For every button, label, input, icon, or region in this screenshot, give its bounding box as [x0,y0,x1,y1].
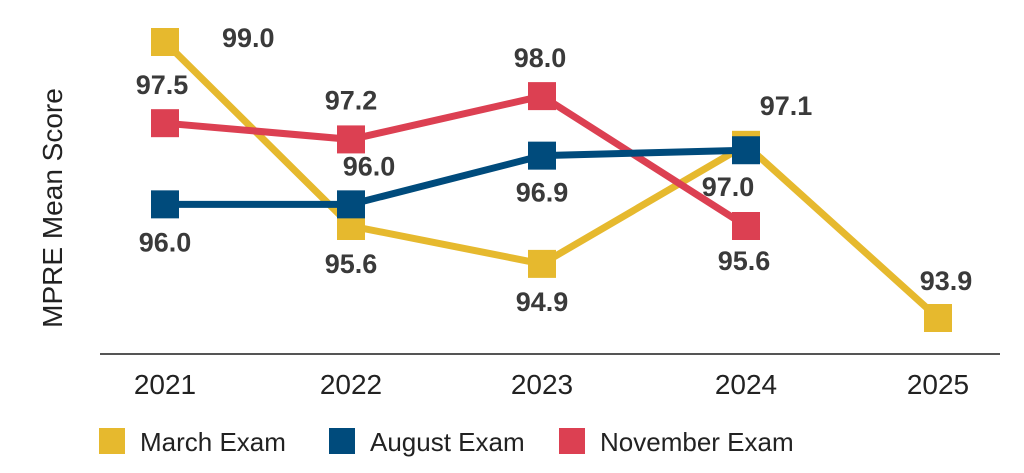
x-tick-label-2024: 2024 [715,369,777,400]
x-tick-label-2023: 2023 [511,369,573,400]
data-labels: 99.0 95.6 94.9 97.1 93.9 96.0 96.0 96.9 97.0 97.5… [136,23,973,317]
august-exam-legend-swatch [329,428,355,454]
august-exam-line [165,146,747,208]
legend: March Exam August Exam November Exam [99,427,794,457]
march-exam-marker-2021 [151,28,179,56]
march-exam-marker-2023 [528,249,556,278]
november-exam-marker-2022 [337,125,365,154]
november-exam-data-label-2023: 98.0 [514,43,567,73]
august-exam-data-label-2021: 96.0 [139,227,192,257]
march-exam-data-label-2021: 99.0 [222,23,275,53]
x-tick-label-2021: 2021 [134,369,196,400]
november-exam-marker-2021 [151,109,179,138]
november-exam-data-label-2022: 97.2 [325,85,378,115]
x-tick-label-2022: 2022 [320,369,382,400]
august-exam-data-label-2023: 96.9 [516,178,569,208]
november-exam-marker-2023 [528,82,556,111]
march-exam-marker-2025 [924,304,952,332]
x-tick-label-2025: 2025 [907,369,969,400]
november-exam-data-label-2021: 97.5 [136,70,189,100]
y-axis-title: MPRE Mean Score [37,88,68,328]
august-exam-marker-2021 [151,190,179,219]
november-exam-marker-2024 [732,212,760,240]
march-exam-data-label-2024: 97.1 [760,91,813,121]
x-axis-ticks: 2021 2022 2023 2024 2025 [134,369,969,400]
august-exam-legend-label: August Exam [370,427,525,457]
series-markers [151,28,952,332]
august-exam-data-label-2022: 96.0 [343,151,396,181]
march-exam-data-label-2022: 95.6 [325,249,378,279]
march-exam-legend-label: March Exam [140,427,286,457]
march-exam-data-label-2023: 94.9 [516,287,569,317]
november-exam-legend-label: November Exam [600,427,794,457]
november-exam-line [164,92,748,229]
november-exam-legend-swatch [559,428,585,454]
august-exam-marker-2023 [528,141,556,170]
august-exam-marker-2022 [337,190,365,219]
november-exam-data-label-2024: 95.6 [718,246,771,276]
march-exam-legend-swatch [99,428,125,454]
august-exam-data-label-2024: 97.0 [702,172,755,202]
march-exam-data-label-2025: 93.9 [920,266,973,296]
august-exam-marker-2024 [732,136,760,165]
